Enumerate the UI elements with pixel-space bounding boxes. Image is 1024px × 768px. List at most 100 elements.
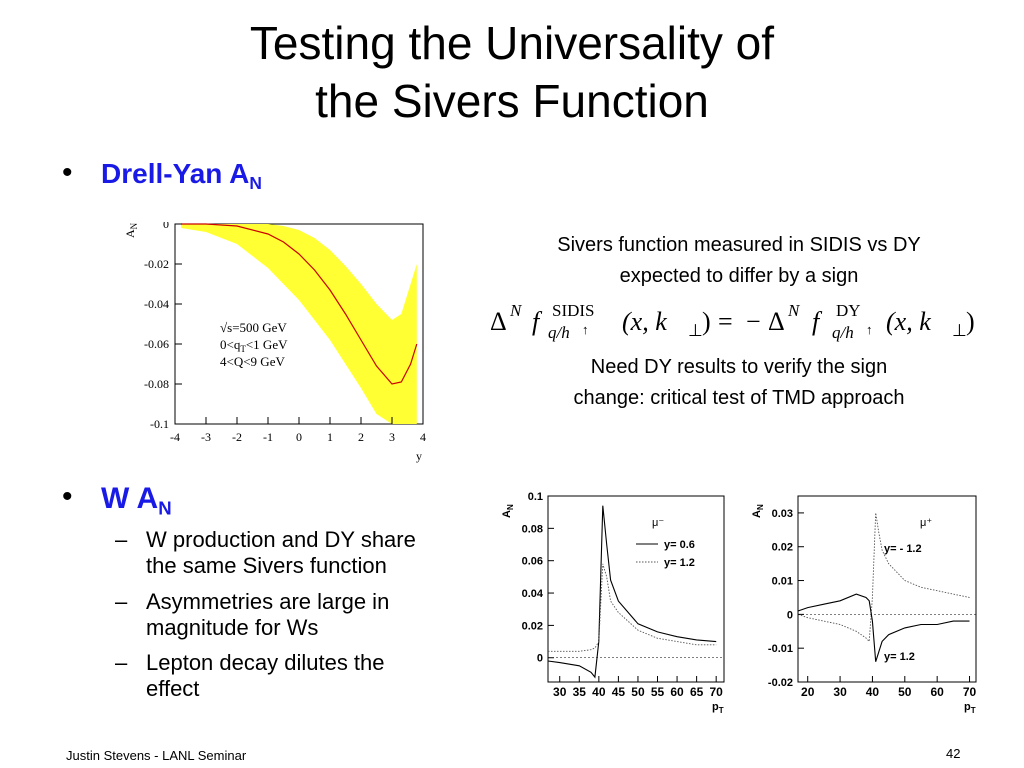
dy-xtick-label: -4 — [170, 430, 180, 444]
formula-equals: = — [718, 307, 733, 336]
dy-ytick-label: 0 — [163, 222, 169, 231]
wm-ytick-label: 0.08 — [522, 523, 543, 535]
wm-xtick-label: 50 — [631, 685, 645, 699]
sub-bullet-text: W production and DY share the same Sivers… — [146, 527, 476, 579]
dy-annotation-sqrt-s: √s=500 GeV — [220, 320, 287, 335]
wm-xtick-label: 35 — [573, 685, 587, 699]
wp-xtick-label: 20 — [801, 685, 815, 699]
wm-xtick-label: 40 — [592, 685, 606, 699]
wm-xtick-label: 45 — [612, 685, 626, 699]
dy-ylabel: AN — [123, 222, 139, 238]
dy-test-caption-line-1: Need DY results to verify the sign — [590, 356, 888, 378]
w-an-subscript: N — [158, 497, 172, 519]
formula-perp-left: ⊥ — [688, 321, 703, 340]
dy-ytick-label: -0.1 — [150, 417, 169, 431]
dy-an-chart: -4 -3 -2 -1 0 1 2 3 4 0 -0.02 -0.04 -0.06 -0.08 -0.1 A… — [123, 222, 426, 463]
wp-series-y12 — [797, 593, 970, 662]
dash-marker: – — [115, 589, 128, 614]
dy-xtick-label: 2 — [358, 430, 364, 444]
dy-xtick-label: 4 — [420, 430, 426, 444]
formula-args-left: (x, k — [622, 307, 667, 336]
sub-bullet-line: Lepton decay dilutes the — [146, 650, 385, 675]
formula-arrow-left: ↑ — [582, 322, 589, 337]
wm-xtick-label: 55 — [651, 685, 665, 699]
drell-yan-subscript: N — [249, 173, 262, 194]
dy-xtick-label: -3 — [201, 430, 211, 444]
dy-test-caption-line-2: change: critical test of TMD approach — [573, 387, 905, 409]
sub-bullet-line: magnitude for Ws — [146, 615, 319, 640]
wm-xtick-label: 65 — [690, 685, 704, 699]
wp-ytick-label: -0.02 — [768, 677, 793, 689]
wp-xlabel: pT — [964, 701, 976, 715]
sub-bullet-text: Asymmetries are large in magnitude for Ws — [146, 589, 476, 641]
dy-ytick-label: -0.06 — [144, 337, 169, 351]
wp-xtick-label: 60 — [930, 685, 944, 699]
formula-body: Δ N f SIDIS q/h ↑ (x, k ⊥ ) = − Δ N f DY… — [490, 301, 975, 342]
bullet-dot-w: • — [62, 480, 73, 513]
formula-f-left: f — [532, 307, 543, 336]
dy-test-caption: Need DY results to verify the sign chang… — [514, 352, 964, 414]
dy-xtick-label: 0 — [296, 430, 302, 444]
wp-mu-label: μ⁺ — [920, 517, 932, 529]
formula-delta-left: Δ — [490, 307, 507, 336]
wp-plot-frame — [797, 495, 977, 683]
dy-xtick-label: -1 — [263, 430, 273, 444]
dy-xtick-label: -2 — [232, 430, 242, 444]
sub-bullet-line: the same Sivers function — [146, 553, 387, 578]
formula-delta-right: Δ — [768, 307, 785, 336]
formula-sidis-label: SIDIS — [552, 301, 595, 320]
sign-change-formula: Δ N f SIDIS q/h ↑ (x, k ⊥ ) = − Δ N f DY… — [490, 301, 975, 342]
wm-mu-label: μ⁻ — [652, 517, 664, 529]
dy-ytick-label: -0.02 — [144, 257, 169, 271]
dash-marker: – — [115, 650, 128, 675]
w-mu-minus-chart: 30 35 40 45 50 55 60 65 70 0.1 0.08 0.06 0.04 0.02 0 A… — [501, 491, 725, 715]
formula-qh-right: q/h — [832, 323, 854, 342]
formula-f-right: f — [812, 307, 823, 336]
wm-ylabel: AN — [501, 504, 515, 518]
dash-marker: – — [115, 527, 128, 552]
formula-dy-label: DY — [836, 301, 861, 320]
drell-yan-label: Drell-Yan A — [101, 158, 250, 189]
wm-legend-y06: y= 0.6 — [664, 539, 695, 551]
title-line-1: Testing the Universality of — [249, 17, 775, 69]
wm-xtick-label: 70 — [709, 685, 723, 699]
wp-ytick-label: 0.02 — [772, 542, 793, 554]
wm-ytick-label: 0.06 — [522, 556, 543, 568]
formula-n-left: N — [509, 301, 523, 320]
wp-ytick-label: -0.01 — [768, 643, 793, 655]
wp-xtick-label: 40 — [866, 685, 880, 699]
page-number: 42 — [946, 746, 961, 761]
bullet-heading-w: W AN — [101, 482, 172, 520]
wp-xtick-label: 50 — [898, 685, 912, 699]
formula-arrow-right: ↑ — [866, 322, 873, 337]
dy-ytick-label: -0.08 — [144, 377, 169, 391]
wm-plot-frame — [547, 495, 725, 683]
wm-xtick-label: 30 — [553, 685, 567, 699]
sivers-caption-line-2: expected to differ by a sign — [619, 265, 859, 287]
wp-ytick-label: 0.01 — [772, 576, 793, 588]
formula-minus: − — [746, 307, 761, 336]
wp-ylabel: AN — [751, 504, 765, 518]
slide-title: Testing the Universality of the Sivers F… — [0, 14, 1024, 130]
sub-bullet-line: W production and DY share — [146, 527, 416, 552]
title-line-2: the Sivers Function — [315, 75, 709, 127]
dy-uncertainty-band — [181, 224, 417, 424]
dy-annotation-qt: 0<qT<1 GeV — [220, 337, 288, 354]
wm-ytick-label: 0.1 — [528, 491, 543, 503]
formula-args-right: (x, k — [886, 307, 931, 336]
dy-xlabel: y — [416, 449, 422, 463]
formula-close-right: ) — [966, 307, 975, 336]
dy-annotation: √s=500 GeV 0<qT<1 GeV 4<Q<9 GeV — [220, 320, 288, 369]
wm-xtick-label: 60 — [670, 685, 684, 699]
wp-xtick-label: 30 — [833, 685, 847, 699]
wm-series-y06 — [547, 505, 717, 679]
wm-ytick-label: 0 — [537, 653, 543, 665]
wp-ytick-label: 0 — [787, 609, 793, 621]
dy-annotation-q: 4<Q<9 GeV — [220, 354, 285, 369]
formula-qh-left: q/h — [548, 323, 570, 342]
wp-legend-y12: y= 1.2 — [884, 651, 915, 663]
wm-legend-y12: y= 1.2 — [664, 557, 695, 569]
bullet-dot-dy: • — [62, 156, 73, 189]
dy-xtick-label: 3 — [389, 430, 395, 444]
bullet-heading-drell-yan: Drell-Yan AN — [101, 158, 262, 194]
